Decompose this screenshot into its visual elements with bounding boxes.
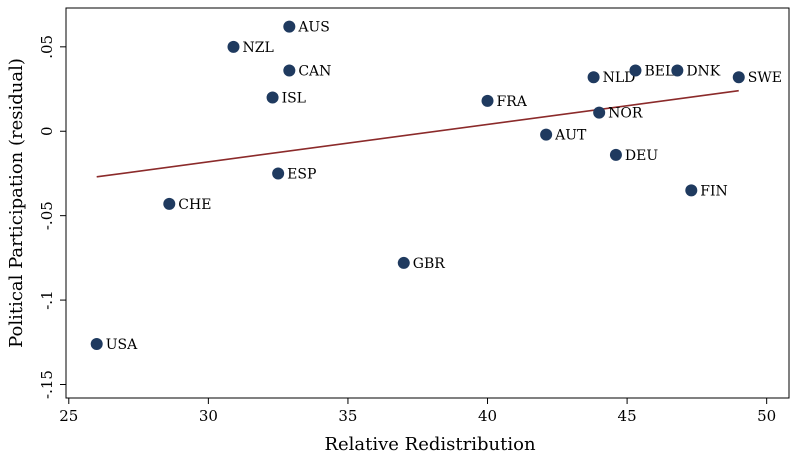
fit-line-group xyxy=(96,89,739,178)
y-axis-ticks: -.15 -.1 -.05 0 .05 xyxy=(38,35,66,399)
point-label-nld: NLD xyxy=(603,70,636,86)
y-tick-label: -.15 xyxy=(38,370,56,399)
data-point-aus xyxy=(283,20,296,33)
data-point-usa xyxy=(90,337,103,350)
x-tick-label: 40 xyxy=(478,407,497,425)
data-point-swe xyxy=(732,71,745,84)
x-axis-title: Relative Redistribution xyxy=(324,434,535,455)
x-tick-label: 45 xyxy=(618,407,637,425)
point-label-fin: FIN xyxy=(700,183,728,199)
point-label-deu: DEU xyxy=(625,148,658,164)
point-label-isl: ISL xyxy=(282,90,306,106)
data-point-bel xyxy=(629,64,642,77)
data-point-deu xyxy=(609,148,622,161)
point-label-esp: ESP xyxy=(287,166,316,182)
data-point-can xyxy=(283,64,296,77)
data-point-fin xyxy=(685,184,698,197)
y-axis-title: Political Participation (residual) xyxy=(6,58,27,348)
point-label-can: CAN xyxy=(298,63,331,79)
point-label-bel: BEL xyxy=(644,63,674,79)
point-label-swe: SWE xyxy=(748,70,782,86)
data-point-gbr xyxy=(397,256,410,269)
x-tick-label: 35 xyxy=(338,407,357,425)
y-tick-label: 0 xyxy=(38,126,56,136)
y-tick-label: -.05 xyxy=(38,201,56,230)
point-label-fra: FRA xyxy=(497,94,528,110)
data-point-che xyxy=(163,197,176,210)
data-point-dnk xyxy=(671,64,684,77)
data-point-fra xyxy=(481,94,494,107)
y-tick-label: -.1 xyxy=(38,290,56,309)
point-label-gbr: GBR xyxy=(413,256,445,272)
point-label-nor: NOR xyxy=(608,106,643,122)
data-point-nld xyxy=(587,71,600,84)
point-label-aus: AUS xyxy=(297,20,330,36)
x-tick-label: 30 xyxy=(199,407,218,425)
point-label-nzl: NZL xyxy=(242,40,273,56)
point-label-dnk: DNK xyxy=(686,63,720,79)
x-tick-label: 50 xyxy=(757,407,776,425)
y-tick-label: .05 xyxy=(38,35,56,59)
x-tick-label: 25 xyxy=(59,407,78,425)
plot-frame xyxy=(65,7,790,399)
point-label-che: CHE xyxy=(178,197,211,213)
data-points: AUS NZL CAN ISL ESP CHE USA GBR FRA AUT NLD NOR BEL D… xyxy=(90,20,782,353)
data-point-aut xyxy=(540,128,553,141)
x-axis-ticks: 25 30 35 40 45 50 xyxy=(59,398,776,425)
point-label-aut: AUT xyxy=(554,128,587,144)
fit-line xyxy=(96,89,739,178)
data-point-isl xyxy=(266,91,279,104)
data-point-nzl xyxy=(227,40,240,53)
data-point-nor xyxy=(593,106,606,119)
point-label-usa: USA xyxy=(106,337,138,353)
data-point-esp xyxy=(272,167,285,180)
